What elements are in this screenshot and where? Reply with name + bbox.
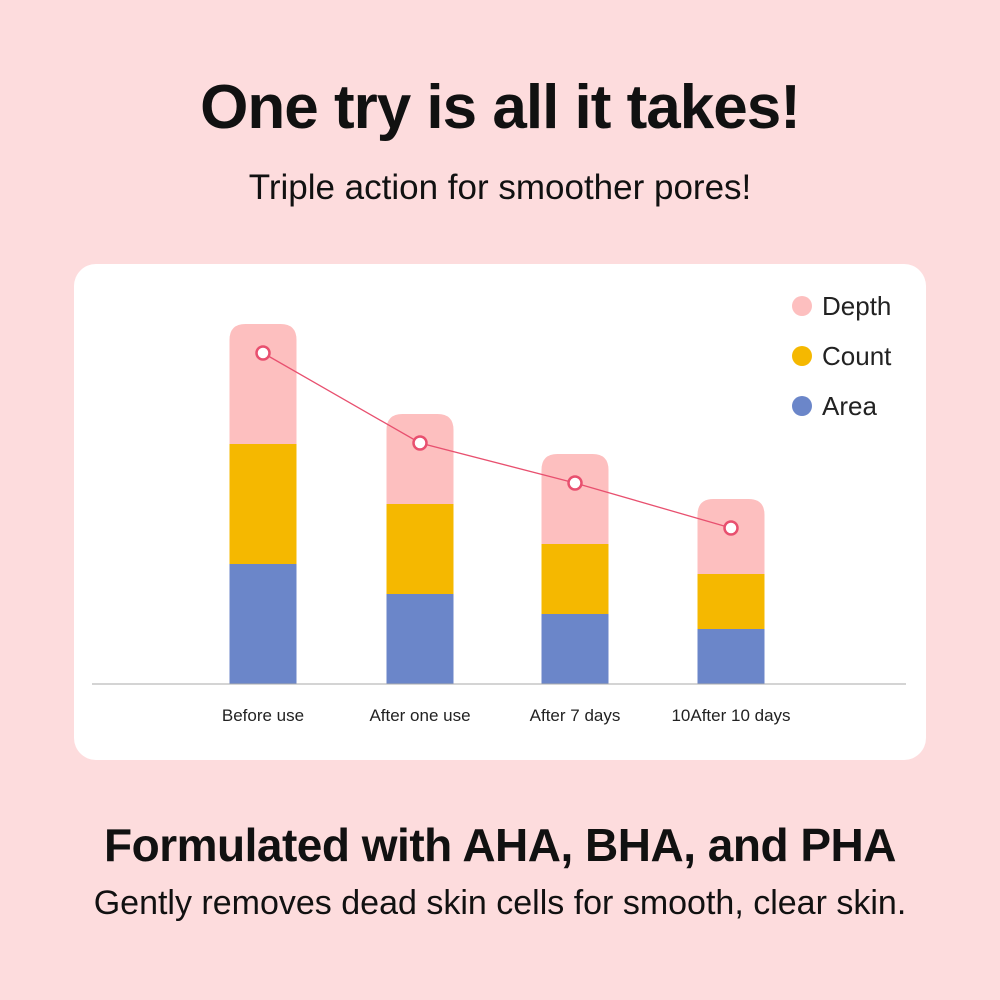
legend-swatch-depth <box>792 296 812 316</box>
bar-segment-depth <box>386 414 454 504</box>
trend-point <box>255 345 271 361</box>
bar-segment-area <box>541 614 609 684</box>
bar-segment-area <box>697 629 765 684</box>
bar-segment-count <box>229 444 297 564</box>
trend-line <box>262 352 732 529</box>
stacked-bar-chart: Before use After one use After 7 days 10Aft… <box>92 291 906 725</box>
legend-swatch-area <box>792 396 812 416</box>
bar-segment-count <box>386 504 454 594</box>
bar-segment-count <box>541 544 609 614</box>
x-tick-label: After 7 days <box>530 706 621 725</box>
bar-segment-depth <box>697 499 765 574</box>
legend-label-depth: Depth <box>822 291 891 321</box>
legend-swatch-count <box>792 346 812 366</box>
formula-heading: Formulated with AHA, BHA, and PHA <box>104 819 896 871</box>
x-tick-label: Before use <box>222 706 304 725</box>
bar-segment-area <box>229 564 297 684</box>
page-title: One try is all it takes! <box>200 73 801 142</box>
trend-point <box>412 435 428 451</box>
legend-label-area: Area <box>822 391 877 421</box>
bar-segment-count <box>697 574 765 629</box>
chart-card: Before use After one use After 7 days 10Aft… <box>74 264 926 760</box>
bar-segment-depth <box>229 324 297 444</box>
formula-description: Gently removes dead skin cells for smoot… <box>93 884 907 922</box>
page-subtitle: Triple action for smoother pores! <box>248 168 752 207</box>
x-tick-label: 10After 10 days <box>671 706 790 725</box>
bar-segment-depth <box>541 454 609 544</box>
bar-segment-area <box>386 594 454 684</box>
legend-label-count: Count <box>822 341 892 371</box>
trend-point <box>723 520 739 536</box>
x-tick-label: After one use <box>369 706 470 725</box>
trend-point <box>567 475 583 491</box>
